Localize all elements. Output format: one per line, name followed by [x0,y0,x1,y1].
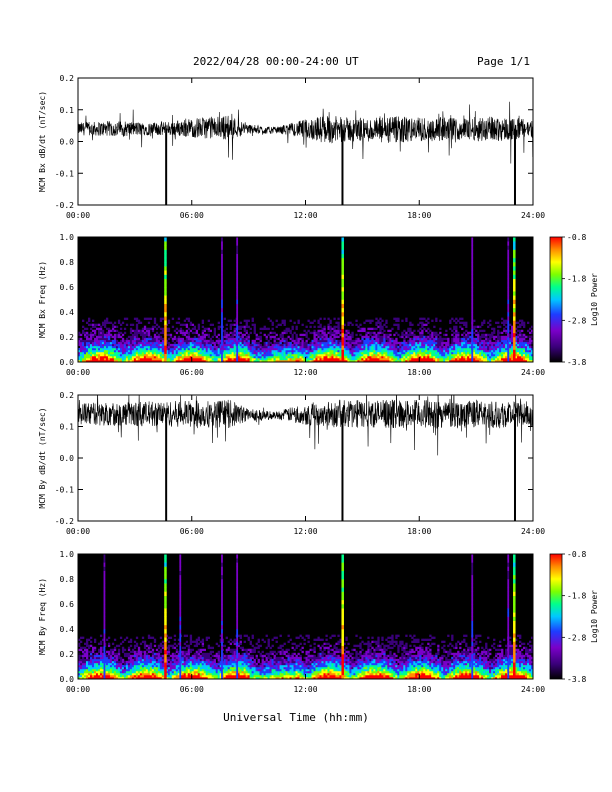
spectral-streak [341,237,344,363]
panel-2: -0.8 -1.8 -2.8 -3.8 Log10 Power 00:00 06:00 12:… [38,233,599,377]
y-tick-label: 0.2 [60,650,75,659]
colorbar-label: Log10 Power [590,273,599,326]
data-trace [78,395,533,456]
x-tick-label: 18:00 [407,211,431,220]
panel-1: 00:00 06:00 12:00 18:00 24:00 -0.2 -0.1 0.0 0.1 0… [38,74,545,220]
y-tick-label: 1.0 [60,550,75,559]
y-tick-label: 0.8 [60,258,75,267]
x-tick-label: 24:00 [521,368,545,377]
y-axis-label: MCM Bx Freq (Hz) [38,261,47,338]
y-tick-label: 0.6 [60,283,75,292]
x-tick-label: 06:00 [180,368,204,377]
spectral-streak [507,554,510,680]
x-tick-label: 12:00 [293,368,317,377]
x-tick-label: 24:00 [521,211,545,220]
y-tick-label: 0.4 [60,308,75,317]
x-tick-label: 00:00 [66,211,90,220]
y-tick-label: 0.0 [60,358,75,367]
x-tick-label: 12:00 [293,527,317,536]
spectrogram-cells [78,317,534,363]
spectral-streak [471,237,474,363]
spectral-streak [221,554,223,680]
spectral-streak [236,554,239,680]
colorbar [549,553,563,680]
y-tick-label: -0.1 [55,486,74,495]
spectral-streak [164,554,167,680]
spectral-streak [507,237,510,363]
spectral-streak [221,237,223,363]
spectral-streak [513,237,516,363]
colorbar-tick-label: -2.8 [567,316,586,325]
colorbar-tick-label: -1.8 [567,275,586,284]
spectral-streak [341,554,344,680]
y-tick-label: 0.2 [60,333,75,342]
y-tick-label: 0.4 [60,625,75,634]
spectral-streak [164,237,167,363]
y-tick-label: 0.0 [60,138,75,147]
y-tick-label: 0.8 [60,575,75,584]
spectrogram-cells [78,634,534,680]
plot-frame [77,77,534,206]
spectral-streak [513,554,516,680]
panel-4: -0.8 -1.8 -2.8 -3.8 Log10 Power 00:00 06:00 12:… [38,550,599,694]
colorbar-tick-label: -3.8 [567,675,586,684]
y-axis-label: MCM By dB/dt (nT/sec) [38,407,47,508]
spectral-streak [471,554,474,680]
colorbar-tick-label: -1.8 [567,592,586,601]
spectral-streak [103,554,106,680]
x-tick-label: 00:00 [66,368,90,377]
x-tick-label: 06:00 [180,527,204,536]
y-axis-label: MCM By Freq (Hz) [38,578,47,655]
x-tick-label: 18:00 [407,368,431,377]
colorbar-tick-label: -0.8 [567,550,586,559]
panel-3: 00:00 06:00 12:00 18:00 24:00 -0.2 -0.1 0.0 0.1 0… [38,391,545,536]
x-tick-label: 12:00 [293,211,317,220]
colorbar-tick-label: -0.8 [567,233,586,242]
figure-title: 2022/04/28 00:00-24:00 UT [193,55,359,68]
x-tick-label: 06:00 [180,685,204,694]
x-tick-label: 12:00 [293,685,317,694]
x-axis-label: Universal Time (hh:mm) [223,711,369,724]
colorbar-tick-label: -2.8 [567,633,586,642]
y-axis-label: MCM Bx dB/dt (nT/sec) [38,91,47,192]
x-tick-label: 00:00 [66,685,90,694]
y-tick-label: 0.0 [60,454,75,463]
x-tick-label: 00:00 [66,527,90,536]
y-tick-label: 1.0 [60,233,75,242]
colorbar-tick-label: -3.8 [567,358,586,367]
x-tick-label: 18:00 [407,527,431,536]
page-indicator: Page 1/1 [477,55,530,68]
data-trace [78,101,533,164]
colorbar [549,236,563,363]
spectral-streak [179,554,182,680]
y-tick-label: 0.6 [60,600,75,609]
x-tick-label: 24:00 [521,527,545,536]
y-tick-label: -0.2 [55,517,74,526]
y-tick-label: 0.0 [60,675,75,684]
x-tick-label: 24:00 [521,685,545,694]
colorbar-label: Log10 Power [590,590,599,643]
y-tick-label: 0.1 [60,423,75,432]
y-tick-label: -0.1 [55,169,74,178]
y-tick-label: 0.2 [60,74,75,83]
y-tick-label: -0.2 [55,201,74,210]
x-tick-label: 06:00 [180,211,204,220]
x-tick-label: 18:00 [407,685,431,694]
y-tick-label: 0.2 [60,391,75,400]
y-tick-label: 0.1 [60,106,75,115]
spectral-streak [236,237,239,363]
